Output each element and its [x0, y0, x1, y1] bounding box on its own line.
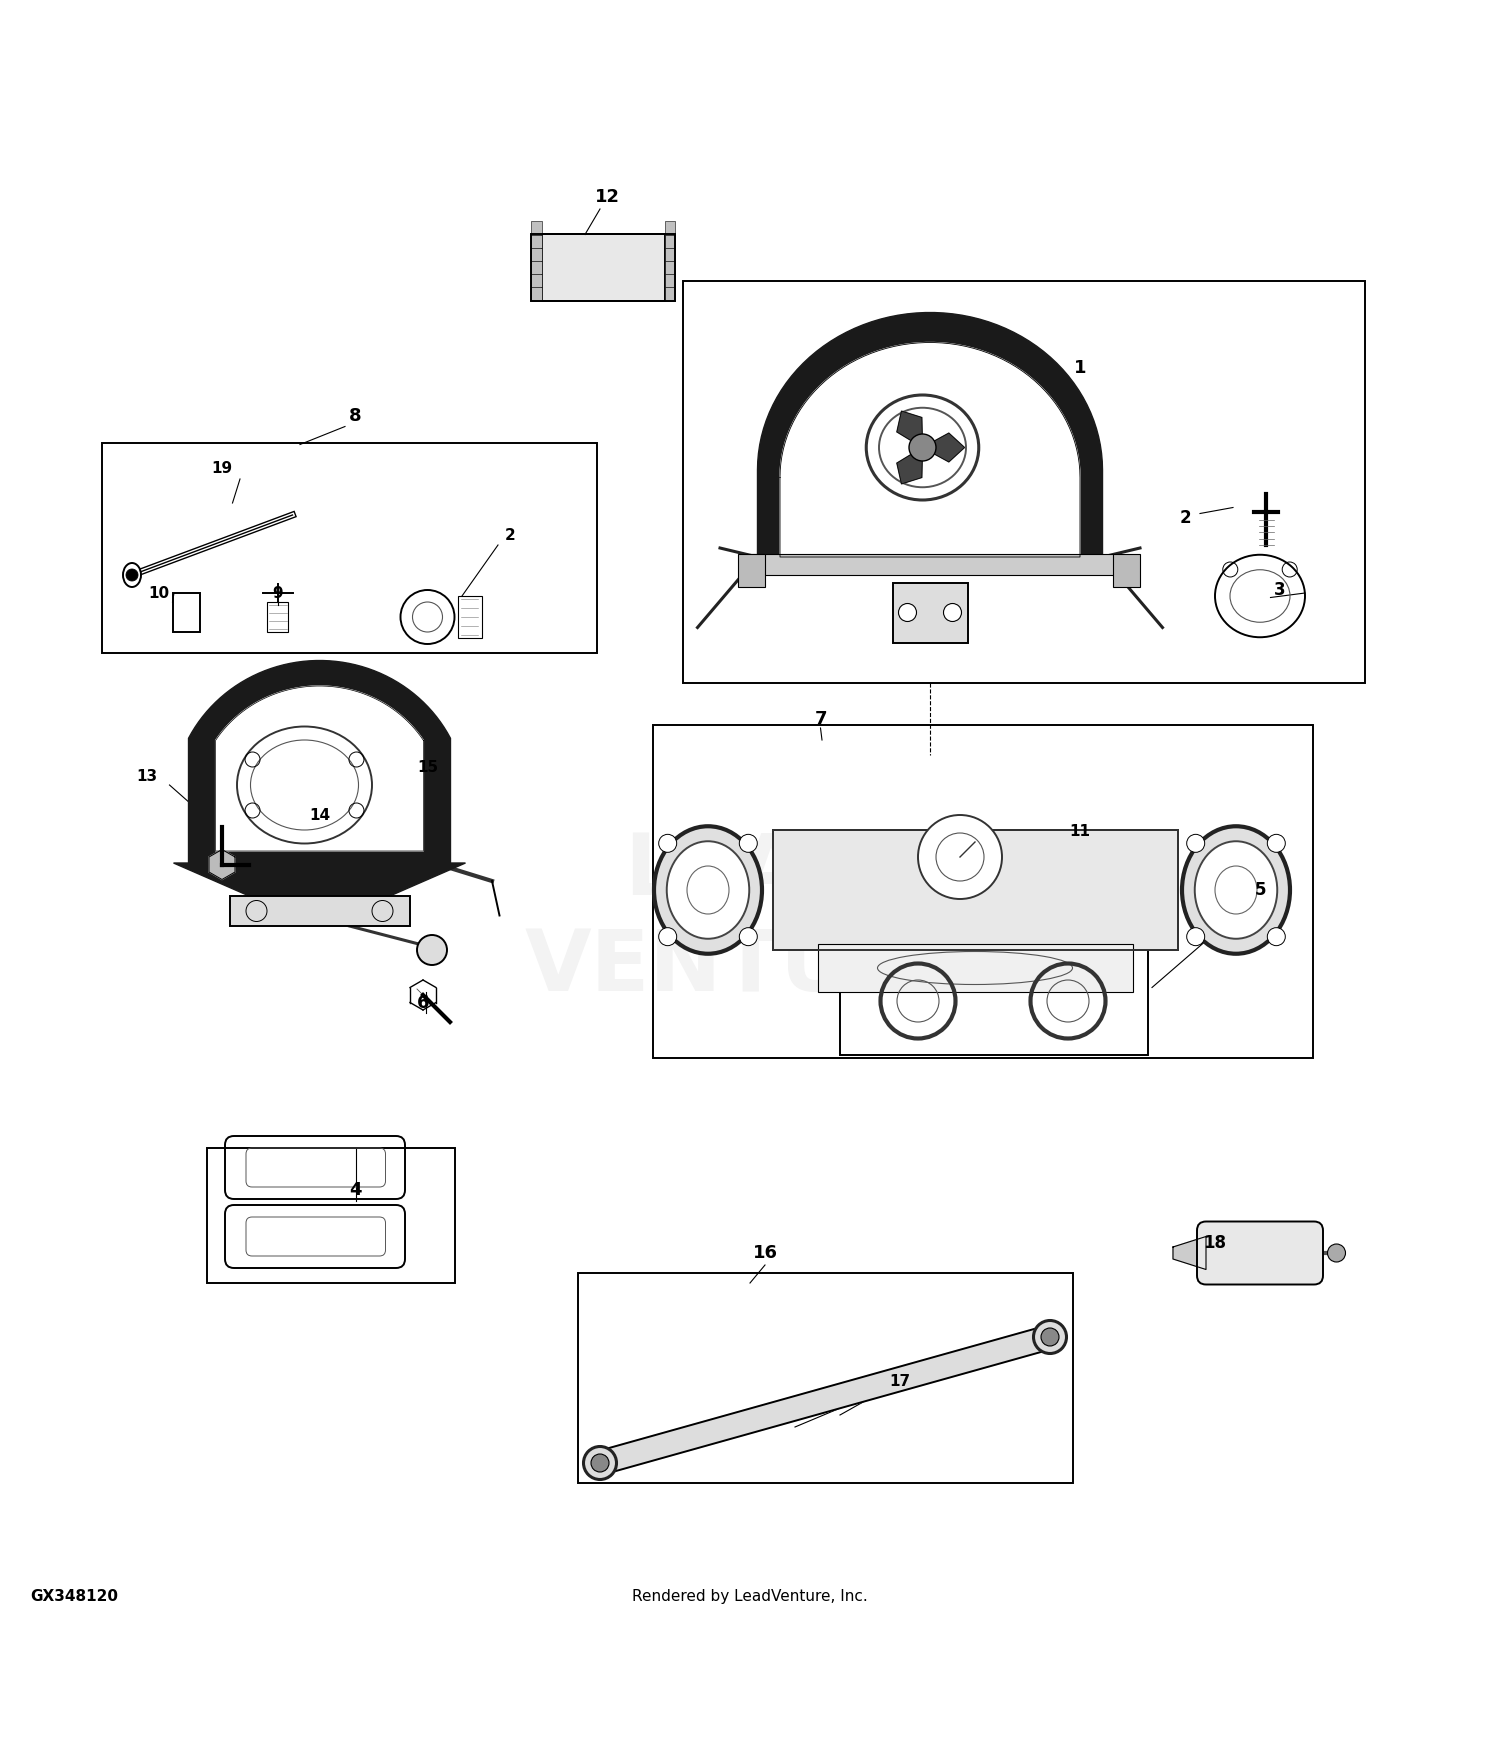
Text: 10: 10	[148, 586, 170, 600]
Bar	[772, 830, 1178, 950]
Text: 7: 7	[815, 710, 827, 728]
Bar	[892, 583, 968, 642]
Polygon shape	[174, 660, 465, 922]
Circle shape	[658, 928, 676, 945]
Bar	[531, 234, 542, 248]
Text: 9: 9	[272, 586, 284, 600]
Bar	[531, 234, 675, 301]
Text: 16: 16	[753, 1244, 777, 1262]
Bar	[230, 896, 410, 926]
Circle shape	[740, 928, 758, 945]
Bar	[664, 275, 675, 287]
Text: LEAD
VENTURE: LEAD VENTURE	[525, 831, 975, 1010]
Bar	[458, 597, 482, 639]
Bar	[542, 234, 664, 301]
Polygon shape	[1173, 1237, 1206, 1269]
Bar	[664, 234, 675, 248]
Circle shape	[1268, 928, 1286, 945]
Bar	[531, 248, 542, 261]
Circle shape	[909, 434, 936, 460]
Text: 8: 8	[350, 408, 361, 425]
Text: 11: 11	[1070, 824, 1090, 838]
Circle shape	[740, 835, 758, 852]
Bar	[664, 261, 675, 275]
Text: 6: 6	[417, 994, 429, 1011]
Polygon shape	[597, 1325, 1053, 1475]
Circle shape	[126, 569, 138, 581]
Polygon shape	[216, 686, 423, 850]
Text: 2: 2	[504, 528, 516, 544]
Ellipse shape	[1182, 826, 1290, 954]
Ellipse shape	[123, 564, 141, 586]
Text: 13: 13	[136, 768, 158, 784]
Bar	[531, 220, 542, 234]
Text: 4: 4	[350, 1181, 361, 1199]
Circle shape	[1186, 928, 1204, 945]
Text: 12: 12	[596, 187, 619, 206]
Circle shape	[1268, 835, 1286, 852]
Ellipse shape	[584, 1447, 616, 1479]
Polygon shape	[209, 849, 236, 880]
Bar	[578, 1272, 1072, 1482]
Text: 14: 14	[309, 807, 330, 822]
Circle shape	[944, 604, 962, 621]
Bar	[102, 443, 597, 653]
Circle shape	[898, 604, 916, 621]
Polygon shape	[780, 343, 1080, 556]
Bar	[664, 287, 675, 301]
Circle shape	[918, 816, 1002, 900]
Circle shape	[1186, 835, 1204, 852]
Text: 18: 18	[1203, 1234, 1227, 1251]
Text: 17: 17	[890, 1374, 910, 1390]
Bar	[1113, 555, 1140, 586]
Text: GX348120: GX348120	[30, 1589, 118, 1605]
Bar	[772, 830, 1178, 950]
Bar	[531, 275, 542, 287]
Ellipse shape	[1194, 842, 1276, 938]
Text: 3: 3	[1274, 581, 1286, 598]
Polygon shape	[922, 432, 964, 462]
Circle shape	[1328, 1244, 1346, 1262]
Bar	[531, 287, 542, 301]
Text: Rendered by LeadVenture, Inc.: Rendered by LeadVenture, Inc.	[632, 1589, 868, 1605]
Bar	[840, 947, 1148, 1055]
Bar	[818, 943, 1132, 992]
Polygon shape	[897, 448, 922, 483]
Bar	[664, 220, 675, 234]
Circle shape	[1041, 1328, 1059, 1346]
Bar	[738, 555, 765, 586]
Text: 19: 19	[211, 460, 232, 476]
Ellipse shape	[1034, 1321, 1066, 1353]
Polygon shape	[897, 411, 922, 448]
Bar	[207, 1148, 454, 1283]
Polygon shape	[758, 313, 1102, 567]
Ellipse shape	[666, 842, 750, 938]
Text: 15: 15	[417, 760, 438, 775]
Circle shape	[658, 835, 676, 852]
Circle shape	[417, 934, 447, 964]
Bar	[267, 602, 288, 632]
Bar	[172, 593, 200, 632]
Ellipse shape	[654, 826, 762, 954]
Text: 1: 1	[1074, 359, 1086, 376]
Bar	[531, 261, 542, 275]
FancyBboxPatch shape	[1197, 1222, 1323, 1284]
Text: 2: 2	[1179, 509, 1191, 527]
Circle shape	[591, 1454, 609, 1472]
Bar	[682, 282, 1365, 682]
Bar	[742, 555, 1118, 576]
Text: 5: 5	[1254, 880, 1266, 900]
Bar	[664, 248, 675, 261]
Bar	[652, 724, 1312, 1059]
